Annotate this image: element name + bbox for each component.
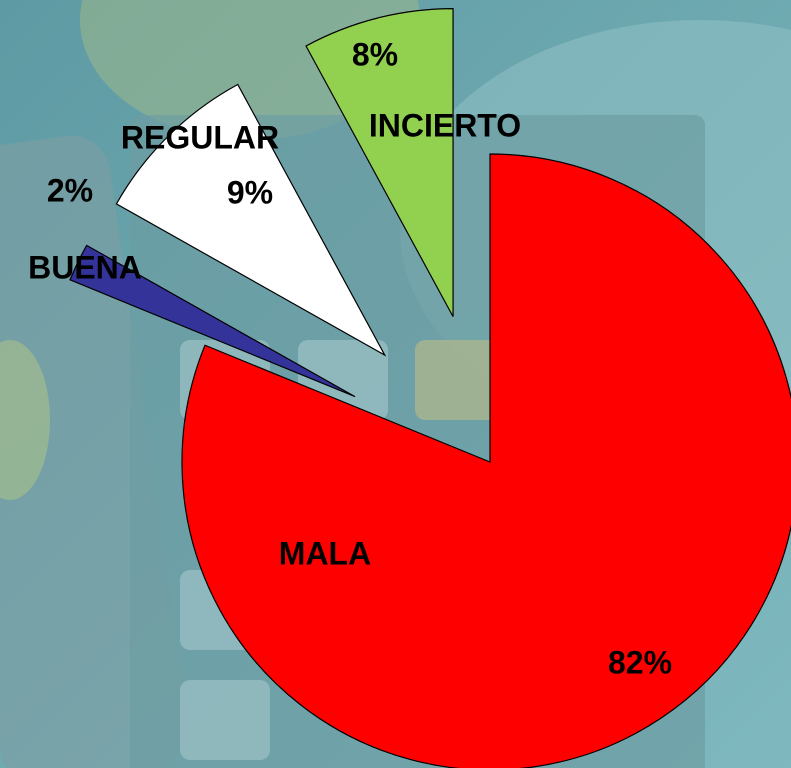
slice-label: REGULAR [121,119,279,155]
slice-label: INCIERTO [369,107,521,143]
value-label: 9% [227,174,273,210]
value-label: 82% [608,644,672,680]
value-label: 8% [352,36,398,72]
chart: MALA 82% BUENA 2% REGULAR 9% INCIERTO 8% [0,0,791,768]
value-label: 2% [47,172,93,208]
slice-label: BUENA [28,249,142,285]
slice-label: MALA [279,535,371,571]
